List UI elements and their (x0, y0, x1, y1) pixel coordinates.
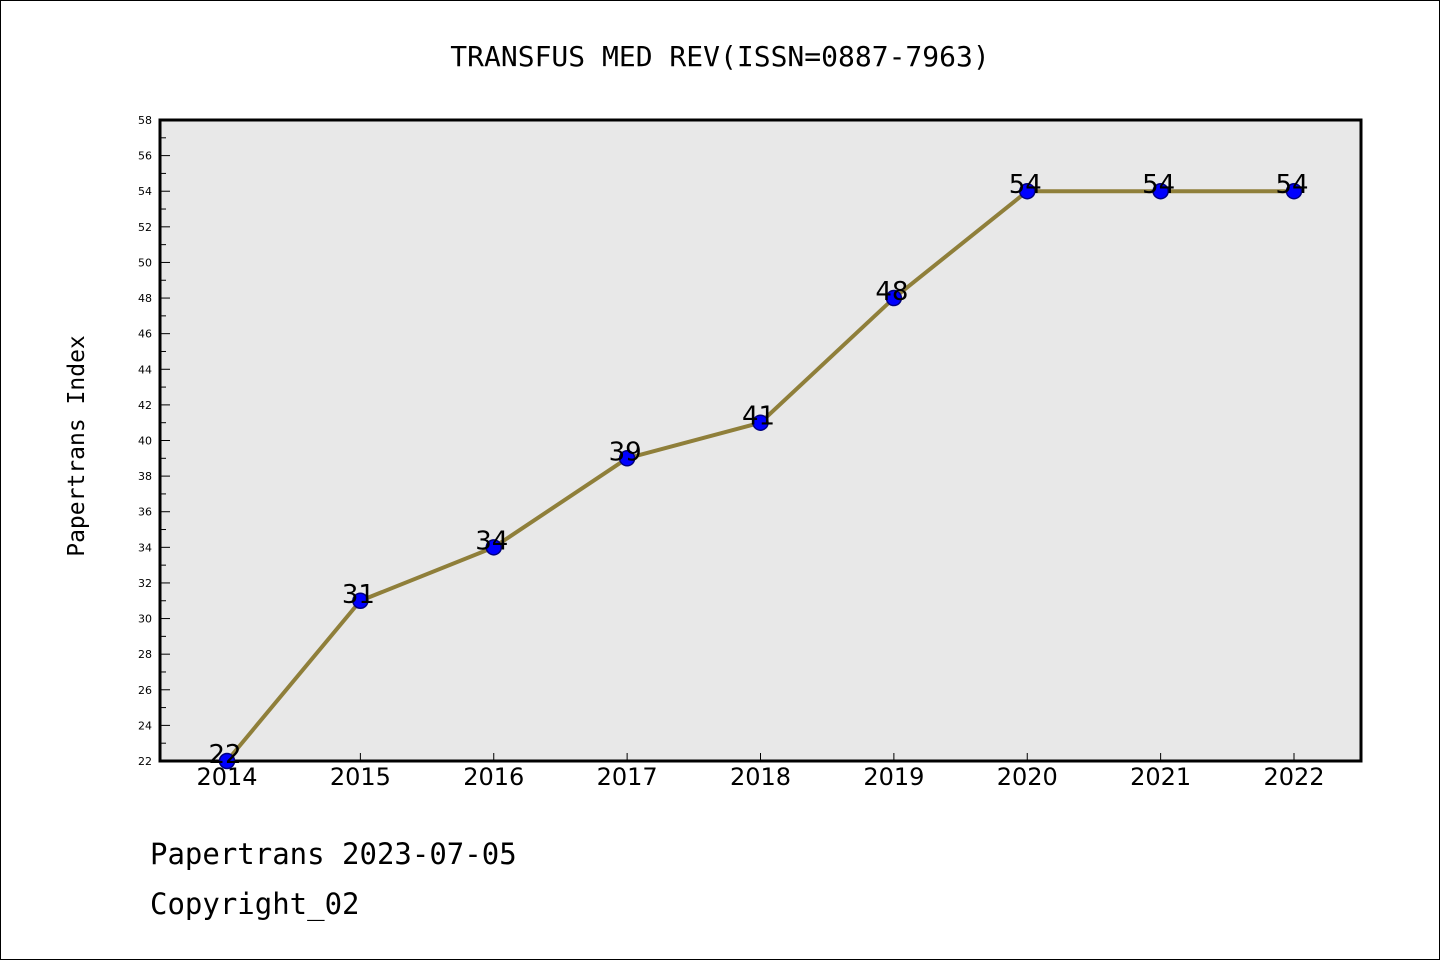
y-tick-label: 56 (138, 150, 152, 163)
y-tick-label: 22 (138, 755, 152, 768)
data-label: 54 (1275, 170, 1308, 200)
data-point (618, 450, 636, 467)
footer-copyright: Copyright_02 (150, 887, 360, 922)
x-axis: 2014 2015 2016 2017 2018 2019 2020 2021 2022 (196, 753, 1325, 791)
data-label: 54 (1009, 170, 1042, 200)
data-label: 22 (208, 740, 241, 770)
y-axis-label: Papertrans Index (64, 335, 90, 557)
y-tick-label: 28 (138, 648, 152, 661)
y-tick-label: 30 (138, 613, 152, 626)
data-label: 48 (875, 277, 908, 307)
data-point (485, 539, 502, 556)
x-tick-label: 2022 (1263, 763, 1324, 791)
y-tick-label: 24 (138, 719, 152, 732)
data-label: 39 (609, 437, 642, 467)
data-point (352, 592, 369, 609)
data-point (1152, 182, 1169, 200)
data-point (218, 752, 236, 770)
data-point (752, 414, 769, 431)
y-tick-label: 58 (138, 114, 152, 127)
data-point (1019, 182, 1036, 200)
y-tick-label: 26 (138, 684, 152, 697)
x-tick-label: 2021 (1130, 763, 1191, 791)
y-tick-label: 50 (138, 256, 152, 269)
y-tick-label: 42 (138, 399, 152, 412)
x-tick-label: 2017 (597, 763, 658, 791)
y-tick-label: 32 (138, 577, 152, 590)
data-label: 54 (1142, 170, 1175, 200)
data-label: 34 (475, 526, 508, 556)
y-tick-label: 36 (138, 506, 152, 519)
y-tick-label: 40 (138, 435, 152, 448)
x-tick-label: 2015 (330, 763, 391, 791)
y-tick-label: 52 (138, 221, 152, 234)
y-tick-label: 48 (138, 292, 152, 305)
y-tick-label: 34 (138, 541, 152, 554)
y-tick-label: 54 (138, 185, 152, 198)
x-tick-label: 2018 (730, 763, 791, 791)
data-point (885, 289, 903, 307)
plot-area (158, 118, 1363, 763)
y-tick-label: 44 (138, 363, 152, 376)
x-tick-label: 2020 (997, 763, 1058, 791)
y-tick-label: 38 (138, 470, 152, 483)
y-axis: 22 24 26 28 30 32 34 36 38 40 42 44 46 48 50 52 54 56 58 (138, 114, 170, 768)
data-label: 41 (742, 402, 775, 432)
y-tick-label: 46 (138, 328, 152, 341)
chart-title: TRANSFUS MED REV(ISSN=0887-7963) (450, 40, 989, 73)
data-label: 31 (342, 580, 375, 610)
footer-source: Papertrans 2023-07-05 (150, 837, 517, 871)
data-point (1285, 182, 1303, 200)
x-tick-label: 2016 (463, 763, 524, 791)
x-tick-label: 2019 (863, 763, 924, 791)
series-layer: 22 31 34 39 41 48 54 54 54 (208, 170, 1308, 770)
